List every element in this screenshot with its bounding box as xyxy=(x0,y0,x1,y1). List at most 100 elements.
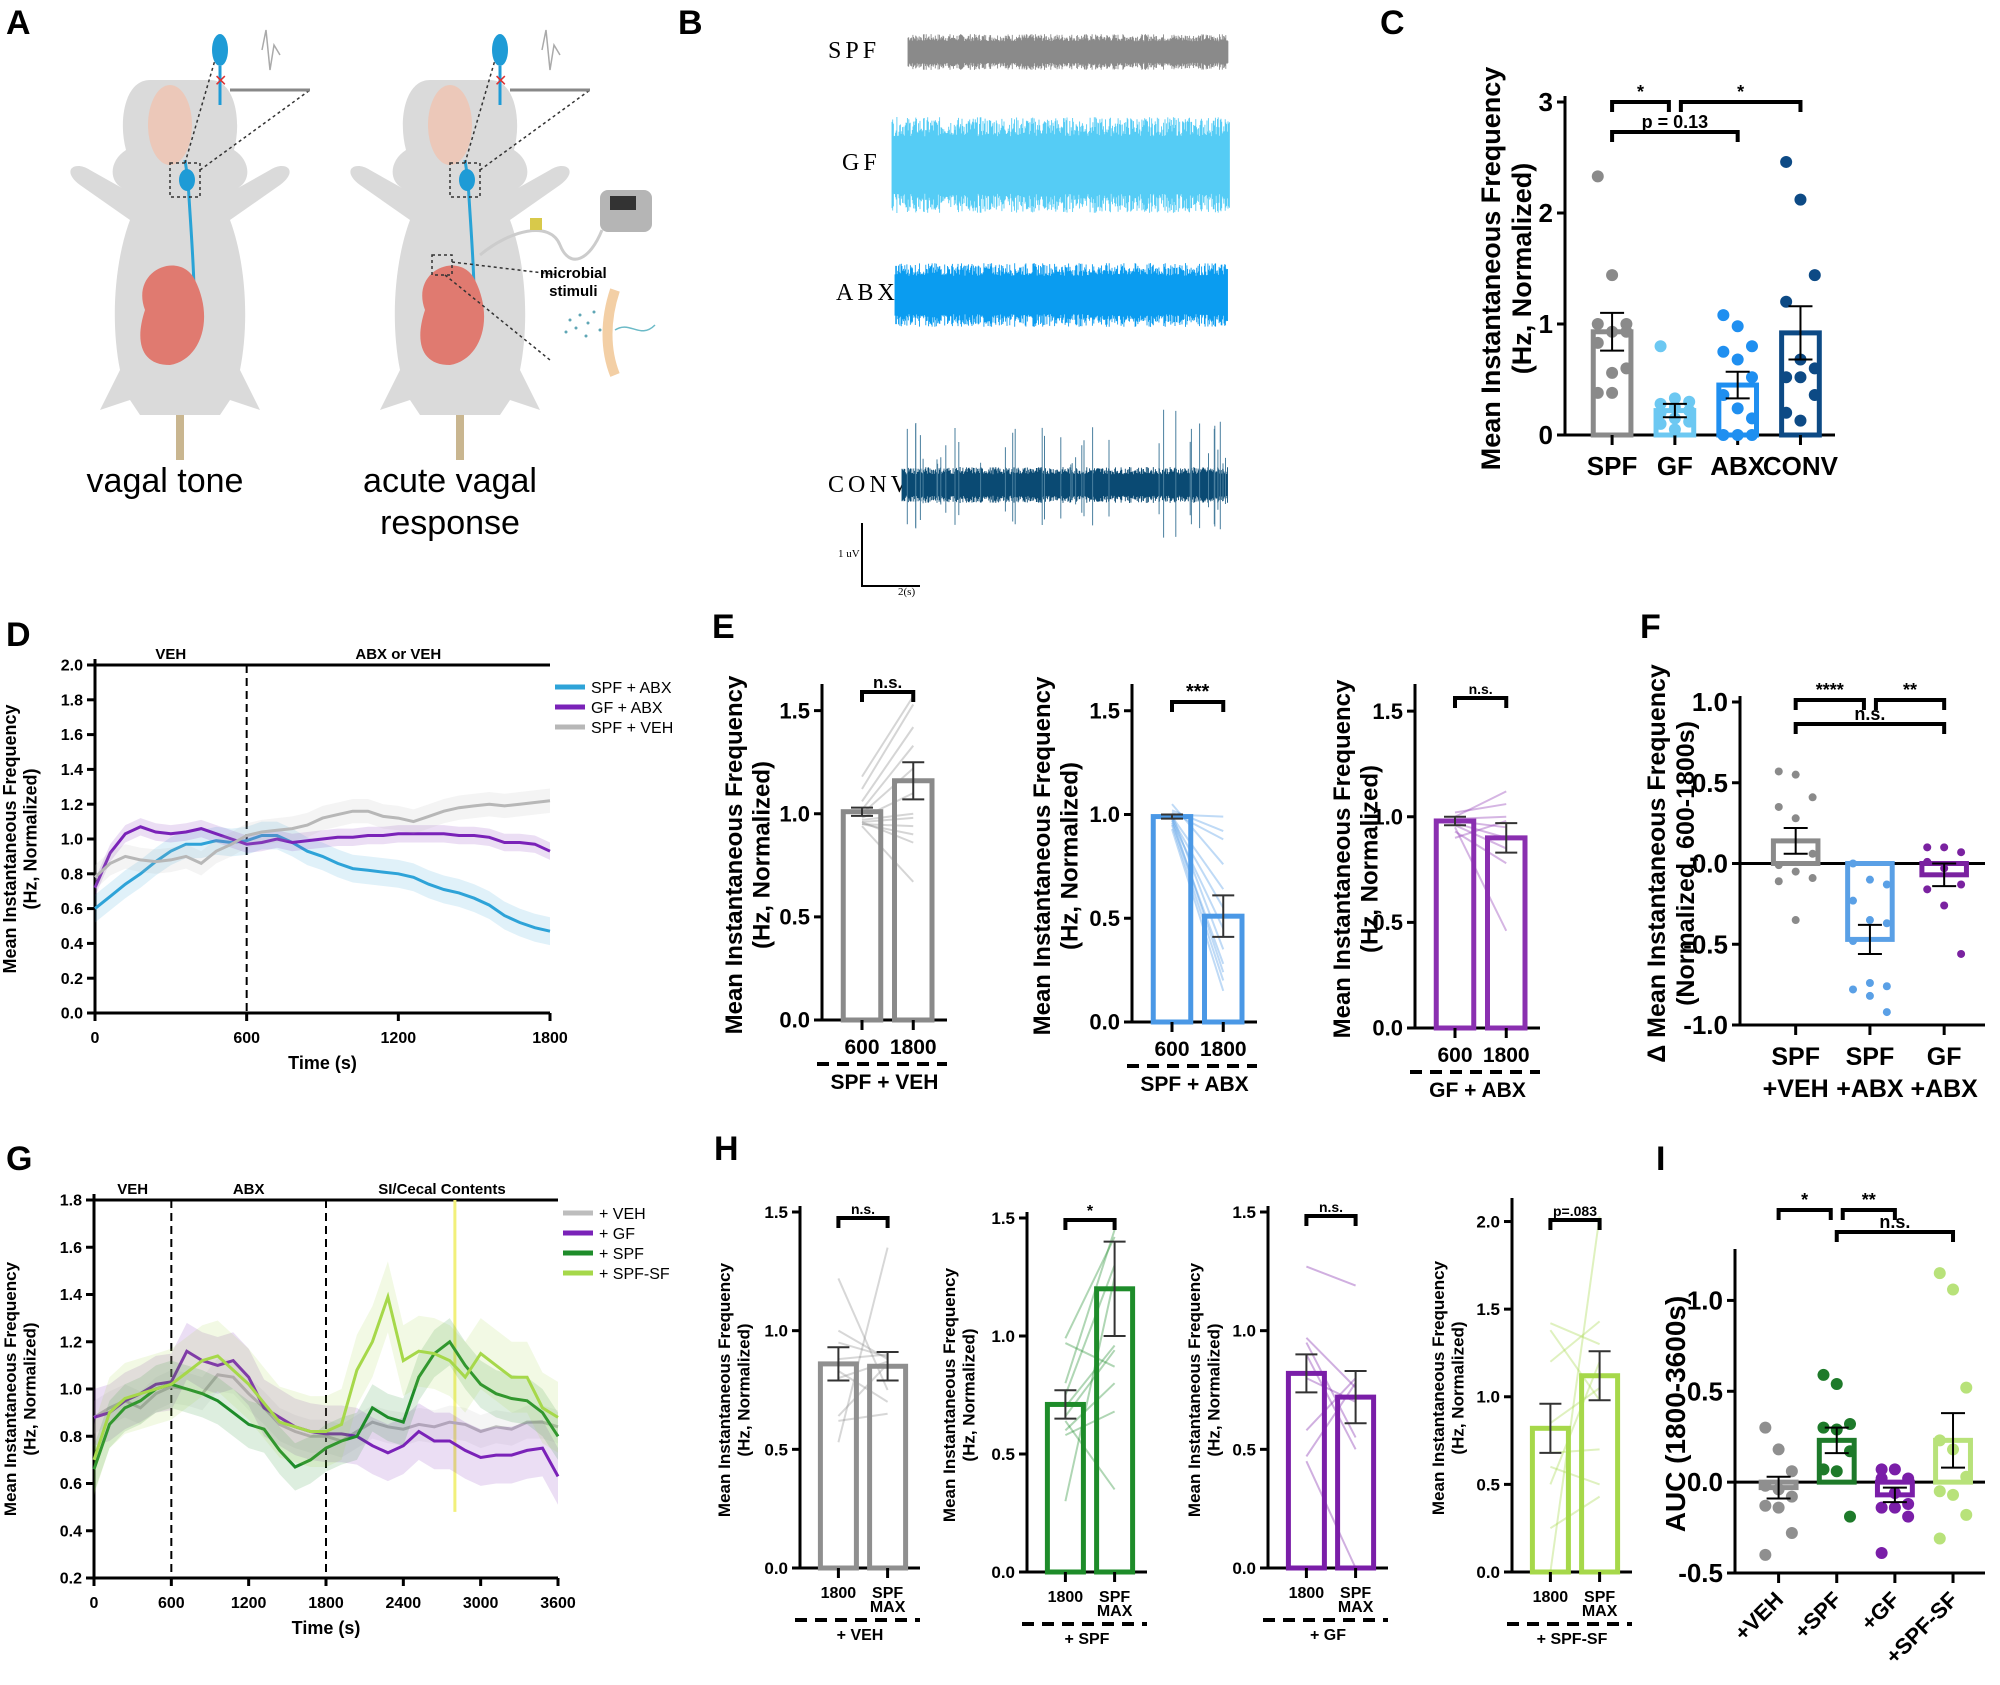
y-tick-label: 1.2 xyxy=(61,797,83,814)
legend-label: + SPF-SF xyxy=(599,1266,670,1283)
y-axis-title: Mean Instantaneous Frequency (Hz, Normali… xyxy=(721,675,776,1034)
data-point xyxy=(1888,1501,1901,1514)
group-label: SPF + ABX xyxy=(1140,1073,1248,1096)
data-point xyxy=(1654,417,1667,430)
significance-label: * xyxy=(1737,82,1744,102)
data-point xyxy=(1731,429,1744,441)
y-axis-title-line2: (Hz, Normalized) xyxy=(21,1322,40,1455)
paired-line xyxy=(1171,822,1225,965)
significance-bracket xyxy=(1610,100,1671,112)
data-point xyxy=(1785,1490,1798,1503)
data-point xyxy=(1808,269,1821,282)
error-bar xyxy=(1725,370,1750,400)
microbial-stimuli-label: microbial stimuli xyxy=(540,265,607,301)
error-bar xyxy=(1662,402,1687,419)
error-band xyxy=(94,1322,558,1505)
paired-line xyxy=(837,1247,889,1443)
y-axis-title-line1: Mean Instantaneous Frequency xyxy=(0,704,20,973)
y-tick-label: 0.5 xyxy=(1687,1376,1723,1406)
y-tick-label: 1.0 xyxy=(1687,1286,1723,1316)
paired-line xyxy=(1064,1344,1116,1408)
data-point xyxy=(1774,877,1783,886)
y-tick-label: 0.8 xyxy=(61,866,83,883)
data-point xyxy=(1606,386,1619,399)
significance-bracket xyxy=(1840,1208,1897,1220)
significance-label: ** xyxy=(1862,1190,1876,1210)
data-point xyxy=(1875,1463,1888,1476)
data-point xyxy=(1957,848,1966,857)
trace-body xyxy=(891,117,1230,213)
error-bar xyxy=(1588,1350,1611,1402)
paired-line xyxy=(861,695,915,778)
paired-line xyxy=(837,1370,889,1403)
error-band xyxy=(95,818,550,897)
y-tick-label: 1.0 xyxy=(1476,1388,1500,1407)
x-tick-label-line1: 1800 xyxy=(1533,1589,1569,1606)
data-point xyxy=(1772,1443,1785,1456)
paired-line xyxy=(1305,1337,1357,1389)
y-tick-label: 1.0 xyxy=(779,801,810,826)
paired-line xyxy=(1064,1420,1116,1490)
significance-label: * xyxy=(1637,82,1644,102)
data-point xyxy=(1759,1499,1772,1512)
y-tick-label: 1.5 xyxy=(991,1209,1015,1228)
significance-bracket xyxy=(1678,100,1803,112)
svg-text:✕: ✕ xyxy=(214,73,227,90)
y-axis-title-line2: (Hz, Normalized) xyxy=(1357,765,1384,953)
y-tick-label: 0.0 xyxy=(1372,1016,1403,1041)
paired-line xyxy=(1064,1382,1116,1432)
paired-line xyxy=(1454,830,1507,865)
trace-conv xyxy=(901,409,1228,538)
y-tick-label: 0.0 xyxy=(1687,1467,1723,1497)
bar xyxy=(1285,1370,1327,1571)
x-tick-label: 2400 xyxy=(386,1595,422,1612)
y-tick-label: 1.5 xyxy=(1232,1203,1256,1222)
group-label: SPF + VEH xyxy=(831,1071,939,1094)
data-point xyxy=(1865,991,1874,1000)
significance-bracket xyxy=(1304,1214,1358,1226)
stimuli-label-line1: microbial xyxy=(540,265,607,282)
y-axis-title-line1: AUC (1800-3600s) xyxy=(1660,1296,1691,1533)
y-axis-title-line1: Mean Instantaneous Frequency xyxy=(1185,1262,1204,1517)
trace-abx xyxy=(894,263,1228,327)
series-line xyxy=(93,1349,560,1478)
legend-label: SPF + ABX xyxy=(591,680,672,697)
data-point xyxy=(1731,353,1744,366)
y-axis-title-line2: (Hz, Normalized) xyxy=(1449,1321,1468,1454)
paired-line xyxy=(1171,811,1224,841)
data-point xyxy=(1865,875,1874,884)
paired-line xyxy=(1550,1322,1600,1346)
y-tick-label: 0.0 xyxy=(764,1559,788,1578)
y-tick-label: 1.0 xyxy=(1692,687,1728,717)
x-tick-label: 3600 xyxy=(540,1595,576,1612)
data-point xyxy=(1591,170,1604,183)
series--gf xyxy=(93,1322,560,1505)
x-tick-label-line1: SPF xyxy=(1340,1585,1371,1602)
series-line xyxy=(92,1291,559,1461)
x-tick-label-line2: MAX xyxy=(870,1599,906,1616)
data-point xyxy=(1923,843,1932,852)
y-axis-title-line2: (Hz, Normalized) xyxy=(735,1323,754,1456)
data-point xyxy=(1745,340,1758,353)
paired-line xyxy=(1454,815,1507,820)
paired-line xyxy=(861,767,914,815)
error-bar xyxy=(1932,862,1957,888)
trace-spf xyxy=(907,34,1229,70)
x-axis-title: Time (s) xyxy=(292,1618,361,1638)
y-tick-label: 0.5 xyxy=(1089,906,1120,931)
x-tick-label: CONV xyxy=(1763,451,1839,481)
series-gf-abx xyxy=(93,818,551,897)
data-point xyxy=(1808,362,1821,375)
paired-line xyxy=(838,1360,888,1380)
x-axis-title: Time (s) xyxy=(288,1053,357,1073)
paired-line xyxy=(1549,1361,1601,1485)
y-axis-title: Mean Instantaneous Frequency (Hz, Normali… xyxy=(1029,676,1084,1035)
y-tick-label: 0.5 xyxy=(779,905,810,930)
paired-line xyxy=(1454,803,1507,814)
series-line xyxy=(94,834,551,933)
significance-label: n.s. xyxy=(1854,704,1885,724)
y-tick-label: 0.5 xyxy=(1232,1440,1256,1459)
y-axis-title-line1: Mean Instantaneous Frequency xyxy=(1429,1260,1448,1515)
y-axis-title-line1: Δ Mean Instantaneous Frequency xyxy=(1643,664,1671,1063)
